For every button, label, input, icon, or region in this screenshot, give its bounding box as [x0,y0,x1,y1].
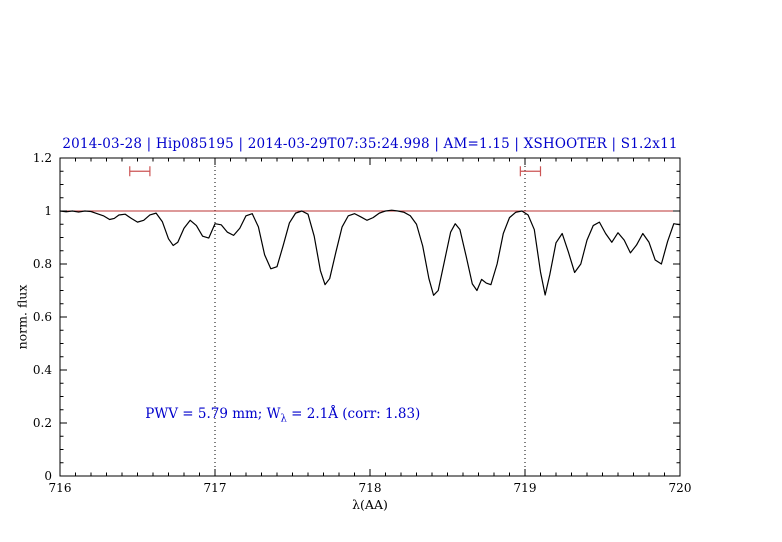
x-tick-label: 717 [204,481,227,495]
x-tick-label: 720 [669,481,692,495]
annotation-suffix: = 2.1Å (corr: 1.83) [286,406,421,423]
annotation-lambda-subscript: λ [280,414,287,426]
spectrum-line [59,209,681,296]
plot-title: 2014-03-28 | Hip085195 | 2014-03-29T07:3… [62,136,678,152]
x-tick-label: 719 [514,481,537,495]
annotation-prefix: PWV = 5.79 mm; W [145,406,281,423]
y-tick-label: 0.2 [33,416,52,430]
y-tick-label: 0.4 [33,363,52,377]
plot-frame [59,157,681,477]
x-tick-label: 718 [359,481,382,495]
y-axis-label: norm. flux [14,284,30,350]
y-tick-label: 0.6 [33,310,52,324]
x-axis-label: λ(AA) [352,497,388,512]
y-tick-label: 1.2 [33,151,52,165]
x-tick-label: 716 [49,481,72,495]
y-tick-label: 0 [44,469,52,483]
y-tick-label: 0.8 [33,257,52,271]
pwv-annotation: PWV = 5.79 mm; Wλ = 2.1Å (corr: 1.83) [145,406,420,425]
y-tick-label: 1 [44,204,52,218]
